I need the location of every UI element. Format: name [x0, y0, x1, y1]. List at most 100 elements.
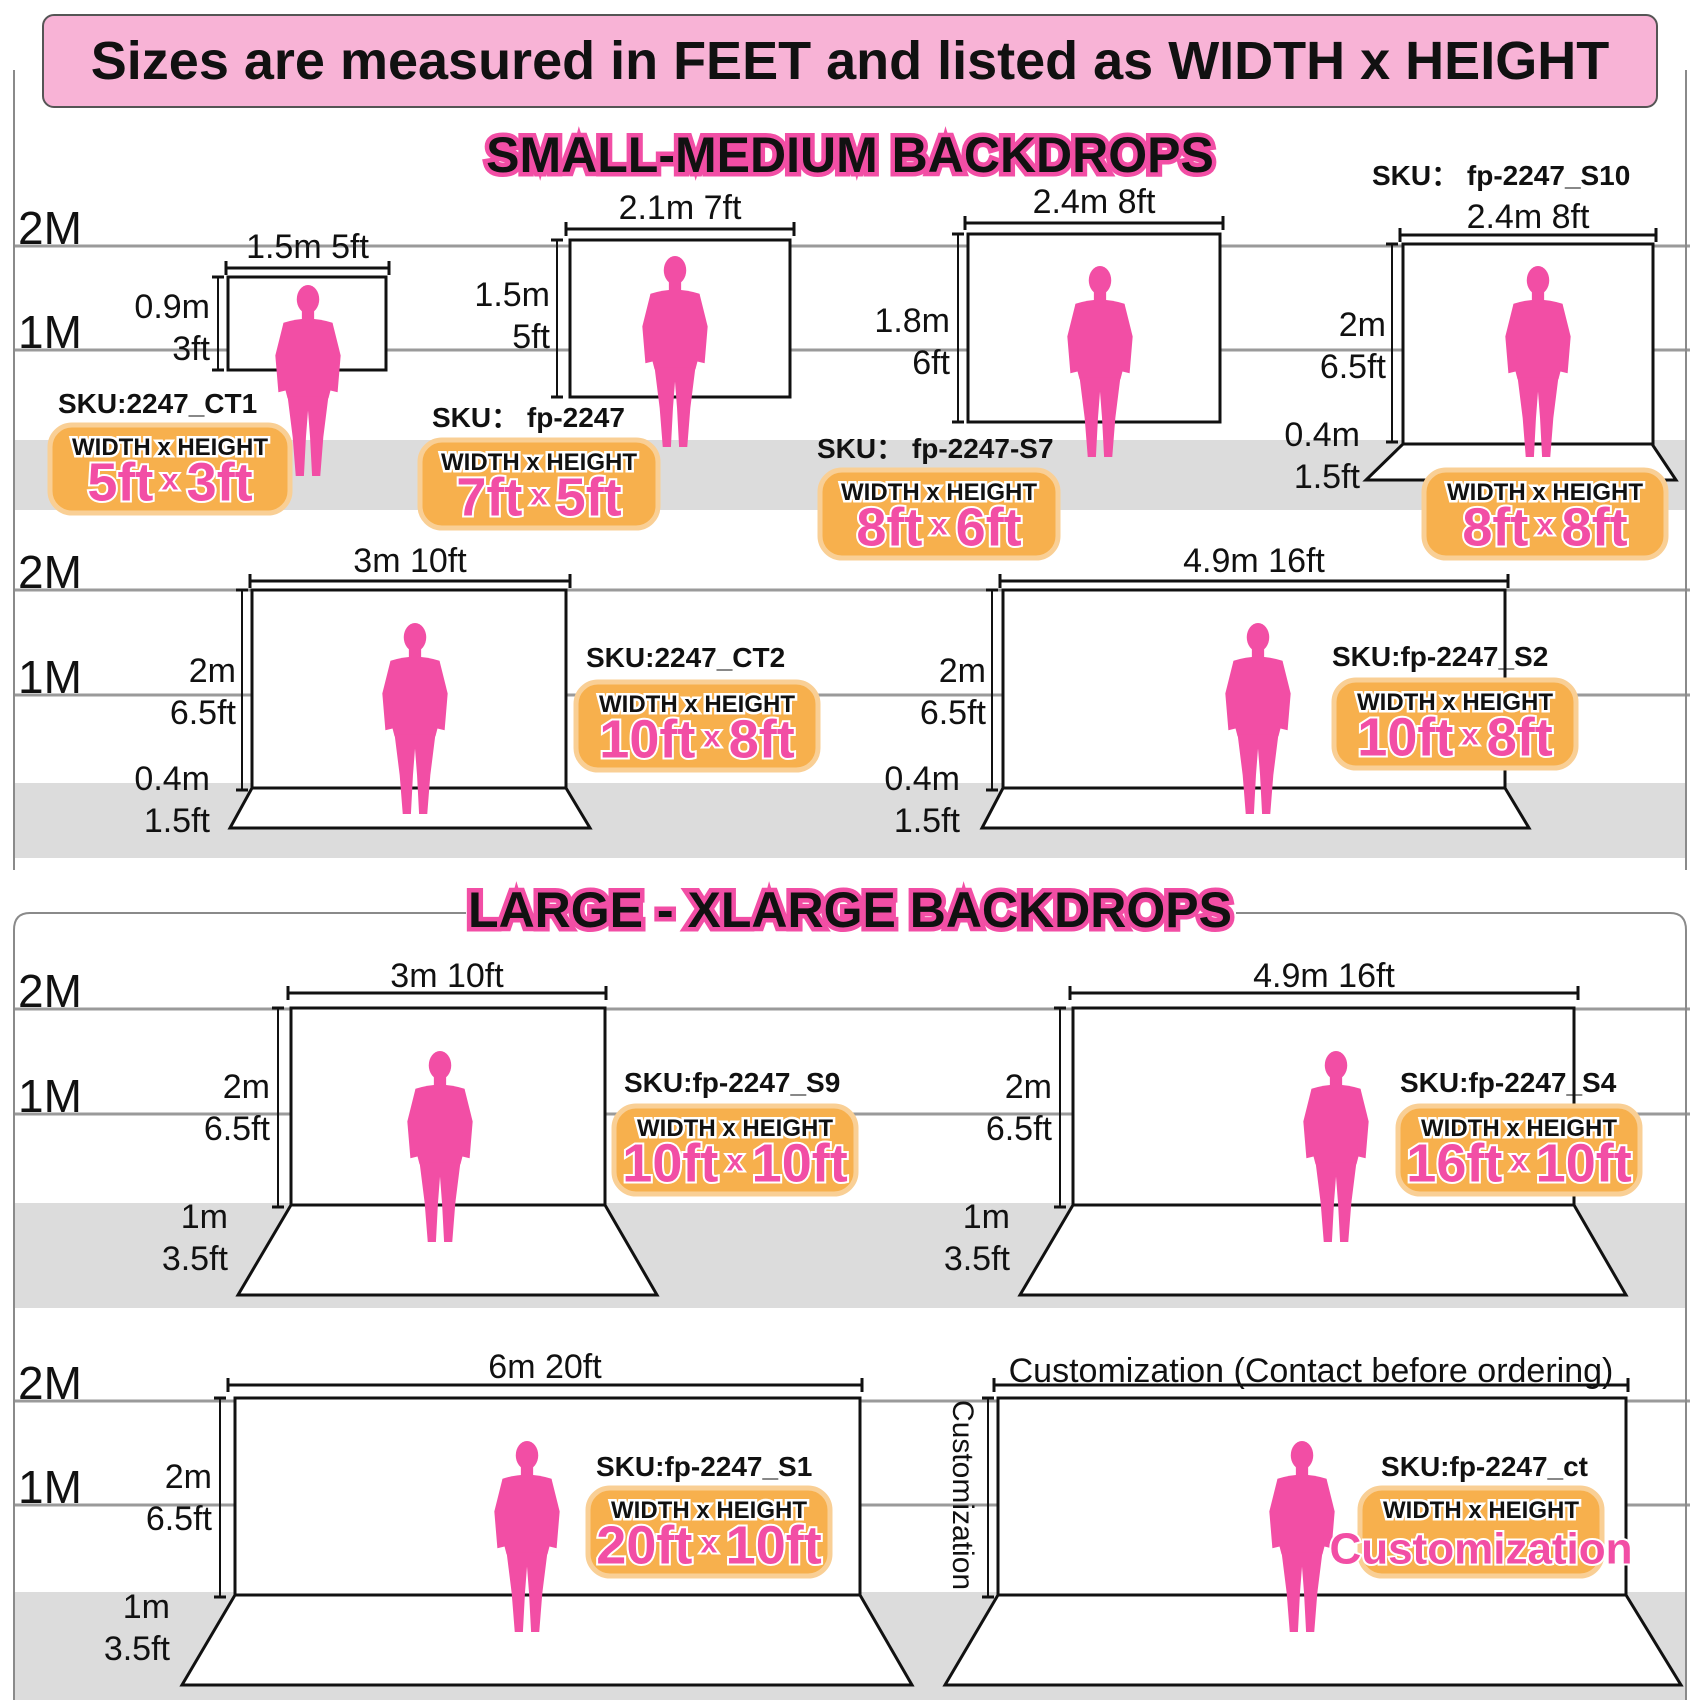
person-legs — [1079, 377, 1121, 457]
floor-label-m: 1m — [181, 1198, 228, 1236]
badge-size: Customization — [1329, 1525, 1632, 1574]
person-legs — [419, 1162, 461, 1242]
person-head — [515, 1441, 539, 1470]
height-label-m: 2m — [939, 652, 986, 690]
badge-background — [573, 679, 821, 773]
section-title-large: LARGE - XLARGE BACKDROPS — [468, 882, 1232, 938]
badge-size-width: 7ft — [456, 468, 522, 528]
section-title-small: SMALL-MEDIUM BACKDROPS — [486, 127, 1214, 183]
height-label-m: 1.8m — [874, 302, 950, 340]
floor-label-ft: 3.5ft — [944, 1240, 1011, 1278]
person-legs — [394, 734, 436, 814]
badge-size-width: 10ft — [599, 710, 695, 770]
width-label: 4.9m 16ft — [1253, 957, 1395, 995]
person-torso — [647, 289, 703, 370]
person-head — [403, 623, 427, 652]
person-torso — [1308, 1084, 1364, 1165]
badge-size-height: 8ft — [1487, 708, 1553, 768]
badge-size: 8ft x 6ft — [856, 498, 1021, 558]
badge-heading: WIDTH x HEIGHT — [637, 1115, 833, 1142]
person-neck — [1093, 291, 1107, 302]
width-label: 2.4m 8ft — [1467, 198, 1590, 236]
person-neck — [668, 281, 682, 292]
badge-size-width: 10ft — [1357, 708, 1453, 768]
badge-heading: WIDTH x HEIGHT — [72, 434, 268, 461]
person-arm — [1067, 303, 1079, 374]
person-torso — [1274, 1474, 1330, 1555]
badge-size: 5ft x 3ft — [87, 453, 252, 513]
person-arm — [642, 293, 654, 364]
person-silhouette — [1269, 1441, 1335, 1632]
person-neck — [1531, 291, 1545, 302]
person-torso — [387, 656, 443, 737]
person-legs — [1517, 377, 1559, 457]
badge-size-times: x — [522, 479, 555, 512]
scale-label-1m: 1M — [18, 651, 82, 703]
height-label-ft: 6.5ft — [204, 1110, 271, 1148]
person-neck — [301, 310, 315, 321]
person-legs — [654, 367, 696, 447]
person-arm — [275, 322, 287, 393]
person-head — [1246, 623, 1270, 652]
person-arm — [329, 322, 341, 393]
height-label-ft: 6.5ft — [920, 694, 987, 732]
person-torso — [280, 318, 336, 399]
height-label-ft: 6.5ft — [170, 694, 237, 732]
person-arm — [696, 293, 708, 364]
width-label: 2.4m 8ft — [1033, 183, 1156, 221]
person-arm — [1303, 1088, 1315, 1159]
height-label-m: 2m — [1005, 1068, 1052, 1106]
height-label-m: 1.5m — [474, 276, 550, 314]
sku-label: SKU:fp-2247_S9 — [624, 1067, 840, 1098]
floor-label-ft: 1.5ft — [1294, 458, 1361, 496]
person-head — [663, 256, 687, 285]
person-silhouette — [275, 285, 341, 476]
width-label: 3m 10ft — [390, 957, 504, 995]
person-arm — [461, 1088, 473, 1159]
badge-size-height: 10ft — [1536, 1134, 1632, 1194]
person-head — [1290, 1441, 1314, 1470]
person-neck — [520, 1466, 534, 1477]
badge-size-height: 8ft — [729, 710, 795, 770]
scale-label-2m: 2M — [18, 546, 82, 598]
floor-label-ft: 3.5ft — [104, 1630, 171, 1668]
person-silhouette — [407, 1051, 473, 1242]
badge-background — [1357, 1485, 1605, 1579]
person-legs — [287, 396, 329, 476]
person-silhouette — [494, 1441, 560, 1632]
badge-size-height: 5ft — [556, 468, 622, 528]
width-label: 1.5m 5ft — [246, 228, 369, 266]
person-arm — [1279, 660, 1291, 731]
scale-label-2m: 2M — [18, 202, 82, 254]
scale-label-1m: 1M — [18, 1461, 82, 1513]
sku-label: SKU:fp-2247_ct — [1381, 1451, 1588, 1482]
floor-label-m: 1m — [963, 1198, 1010, 1236]
person-head — [1526, 266, 1550, 295]
badge-size-height: 8ft — [1562, 498, 1628, 558]
section-frame-small — [13, 70, 1687, 870]
person-arm — [1269, 1478, 1281, 1549]
person-arm — [494, 1478, 506, 1549]
person-head — [428, 1051, 452, 1080]
sku-label: SKU:fp-2247_S2 — [1332, 641, 1548, 672]
height-label-ft: 6ft — [912, 344, 950, 382]
width-label: Customization (Contact before ordering) — [1009, 1352, 1614, 1390]
badge-size-height: 10ft — [726, 1516, 822, 1576]
height-label-m: 0.9m — [134, 288, 210, 326]
badge-heading: WIDTH x HEIGHT — [1421, 1115, 1617, 1142]
badge-size-times: x — [922, 509, 955, 542]
badge-size-times: x — [1453, 719, 1486, 752]
height-label-m: 2m — [165, 1458, 212, 1496]
person-arm — [436, 660, 448, 731]
height-label-ft: 6.5ft — [146, 1500, 213, 1538]
person-legs — [506, 1552, 548, 1632]
floor-label-ft: 3.5ft — [162, 1240, 229, 1278]
size-notice-banner: Sizes are measured in FEET and listed as… — [42, 14, 1658, 108]
badge-size: 8ft x 8ft — [1462, 498, 1627, 558]
person-head — [1324, 1051, 1348, 1080]
